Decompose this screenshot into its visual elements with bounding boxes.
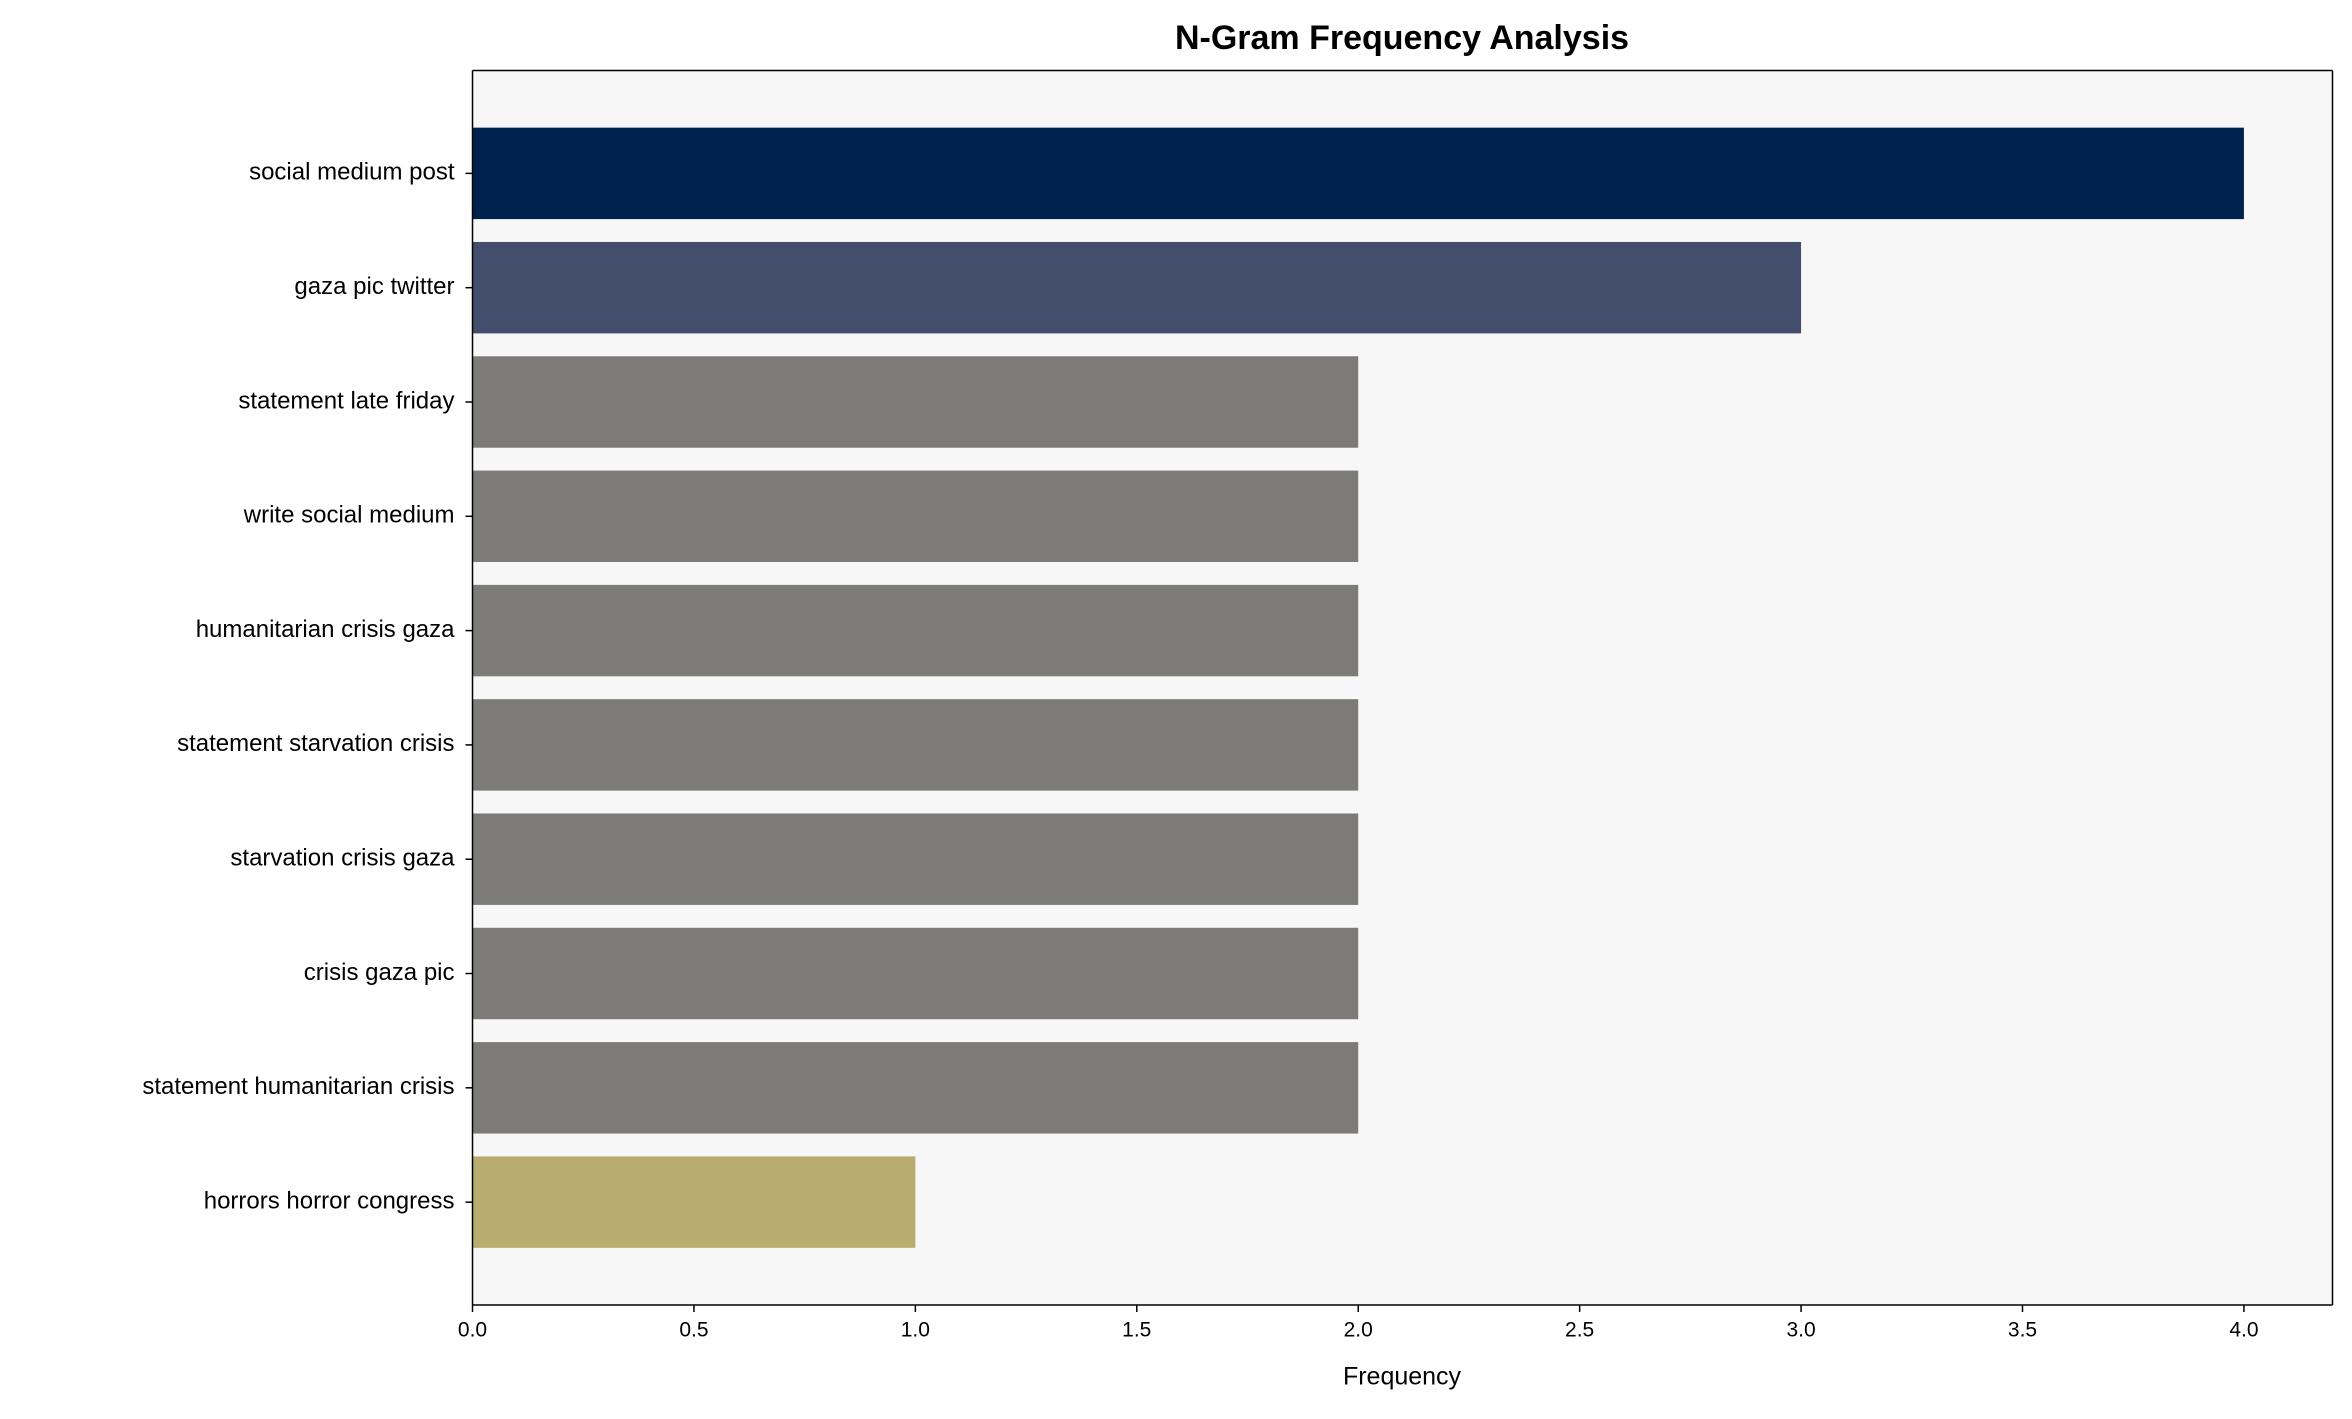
x-tick-label: 1.0	[901, 1319, 930, 1342]
bar	[472, 813, 1359, 905]
y-tick-label: statement late friday	[238, 387, 454, 414]
bar	[472, 1042, 1359, 1134]
y-tick-label: humanitarian crisis gaza	[196, 616, 455, 643]
bar	[472, 356, 1359, 448]
bar	[472, 927, 1359, 1020]
x-tick-label: 0.0	[458, 1319, 487, 1342]
x-tick-label: 2.0	[1344, 1319, 1373, 1342]
x-axis-label: Frequency	[1343, 1363, 1462, 1391]
x-tick-label: 1.5	[1122, 1319, 1151, 1342]
y-tick-label: social medium post	[249, 159, 455, 186]
y-tick-label: statement humanitarian crisis	[142, 1073, 454, 1100]
y-tick-label: horrors horror congress	[204, 1187, 455, 1214]
x-tick-label: 3.0	[1786, 1319, 1815, 1342]
bar	[472, 470, 1359, 563]
y-tick-label: crisis gaza pic	[304, 959, 455, 986]
y-tick-label: statement starvation crisis	[177, 730, 454, 757]
bar	[472, 1156, 916, 1248]
x-tick-label: 0.5	[679, 1319, 708, 1342]
marks	[472, 127, 2244, 1248]
bar	[472, 584, 1359, 677]
bar	[472, 241, 1802, 334]
x-tick-label: 2.5	[1565, 1319, 1594, 1342]
x-tick-label: 4.0	[2229, 1319, 2258, 1342]
y-tick-label: starvation crisis gaza	[230, 845, 455, 872]
chart-title: N-Gram Frequency Analysis	[1175, 19, 1629, 57]
bar	[472, 699, 1359, 791]
y-tick-label: write social medium	[243, 502, 455, 529]
x-tick-label: 3.5	[2008, 1319, 2037, 1342]
bar	[472, 127, 2244, 220]
y-tick-label: gaza pic twitter	[294, 273, 454, 300]
